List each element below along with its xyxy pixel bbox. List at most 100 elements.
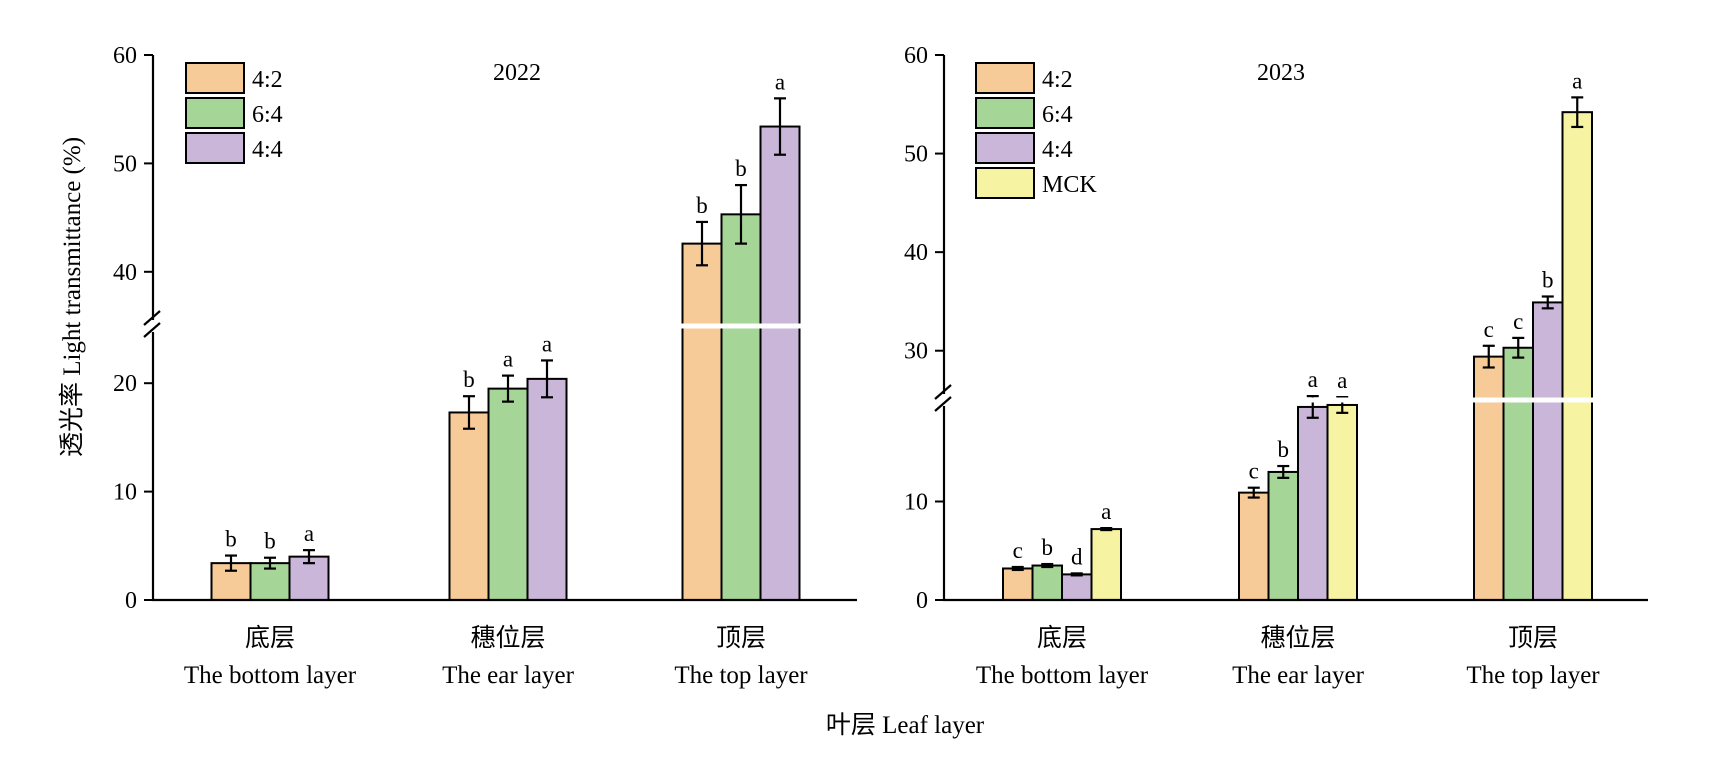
y-tick-label: 10 bbox=[904, 490, 928, 516]
bar-4-4-1 bbox=[526, 377, 568, 602]
bar-4-2-0 bbox=[1002, 567, 1034, 601]
error-bar bbox=[303, 549, 315, 565]
error-bar bbox=[541, 359, 553, 399]
significance-letter: b bbox=[264, 529, 276, 554]
bar-MCK-2 bbox=[1561, 111, 1593, 602]
bar-6-4-0 bbox=[1031, 564, 1063, 602]
bar-4-2-2 bbox=[1473, 355, 1505, 601]
legend-label: 4:2 bbox=[1042, 67, 1073, 93]
significance-letter: a bbox=[304, 521, 314, 546]
error-bar bbox=[735, 183, 747, 245]
y-tick-label: 50 bbox=[113, 151, 137, 177]
x-axis-label: 叶层 Leaf layer bbox=[826, 712, 985, 739]
panel-title: 2023 bbox=[1257, 60, 1305, 86]
axis-break-mark bbox=[143, 322, 161, 338]
significance-letter: c bbox=[1013, 538, 1023, 563]
axis-break-mark bbox=[934, 396, 952, 412]
error-bar bbox=[1070, 572, 1083, 577]
bar-6-4-1 bbox=[1267, 470, 1299, 602]
y-tick-label: 40 bbox=[113, 260, 137, 286]
error-bar bbox=[1247, 486, 1260, 499]
significance-letter: c bbox=[1249, 459, 1259, 484]
y-tick-label: 60 bbox=[113, 43, 137, 69]
significance-letter: a bbox=[1101, 499, 1111, 524]
y-tick-label: 40 bbox=[904, 240, 928, 266]
significance-letter: b bbox=[1042, 535, 1054, 560]
error-bar bbox=[1482, 344, 1495, 369]
bar-4-4-1 bbox=[1297, 405, 1329, 601]
axis-break-mark bbox=[143, 310, 161, 326]
legend-label: 6:4 bbox=[252, 102, 283, 128]
legend-swatch bbox=[185, 97, 245, 129]
y-tick-label: 0 bbox=[916, 588, 928, 614]
y-axis-label: 透光率 Light transmittance (%) bbox=[58, 137, 86, 457]
legend-label: 4:4 bbox=[1042, 137, 1073, 163]
significance-letter: b bbox=[735, 156, 747, 181]
y-tick-label: 60 bbox=[904, 43, 928, 69]
significance-letter: d bbox=[1071, 544, 1083, 569]
significance-letter: b bbox=[463, 367, 475, 392]
x-category-label-zh: 穗位层 bbox=[470, 624, 545, 652]
x-category-label-en: The bottom layer bbox=[184, 662, 357, 689]
error-bar bbox=[696, 220, 708, 267]
bar-4-2-1 bbox=[1238, 491, 1270, 602]
significance-letter: a bbox=[542, 331, 552, 356]
legend-swatch bbox=[185, 132, 245, 164]
axis-break-mark bbox=[934, 384, 952, 400]
x-category-label-en: The top layer bbox=[1466, 662, 1600, 689]
error-bar bbox=[1512, 336, 1525, 359]
legend-swatch bbox=[975, 97, 1035, 129]
bar-6-4-1 bbox=[487, 387, 529, 601]
error-bar bbox=[502, 374, 514, 403]
x-category-label-zh: 底层 bbox=[1037, 624, 1087, 652]
legend-label: 4:4 bbox=[252, 137, 283, 163]
error-bar bbox=[1011, 565, 1024, 572]
significance-letter: a bbox=[1337, 368, 1347, 393]
bar-4-4-2 bbox=[759, 125, 801, 601]
legend-swatch bbox=[975, 132, 1035, 164]
significance-letter: b bbox=[696, 193, 708, 218]
y-tick-label: 50 bbox=[904, 142, 928, 168]
bar-4-2-2 bbox=[681, 242, 723, 601]
y-tick-label: 10 bbox=[113, 480, 137, 506]
legend-swatch bbox=[185, 62, 245, 94]
significance-letter: a bbox=[503, 347, 513, 372]
y-tick-label: 0 bbox=[125, 588, 137, 614]
error-bar bbox=[463, 395, 475, 430]
x-category-label-en: The top layer bbox=[674, 662, 808, 689]
error-bar bbox=[1041, 562, 1054, 569]
significance-letter: c bbox=[1484, 317, 1494, 342]
x-category-label-zh: 穗位层 bbox=[1260, 624, 1335, 652]
bar-6-4-2 bbox=[1502, 346, 1534, 601]
significance-letter: c bbox=[1513, 309, 1523, 334]
bar-4-4-0 bbox=[1061, 573, 1093, 602]
axis-break-band bbox=[155, 323, 857, 329]
error-bar bbox=[1100, 526, 1113, 532]
significance-letter: a bbox=[1572, 68, 1582, 93]
x-category-label-en: The ear layer bbox=[442, 662, 575, 689]
bar-4-2-1 bbox=[448, 411, 490, 601]
x-category-label-zh: 底层 bbox=[245, 624, 295, 652]
bar-6-4-2 bbox=[720, 213, 762, 602]
x-category-label-en: The ear layer bbox=[1232, 662, 1365, 689]
panel-title: 2022 bbox=[493, 60, 541, 86]
chart-panel-2022: b b b b a b a a a 0 10 20 40 50 60 底层 The bottom layer 穗位… bbox=[113, 43, 857, 689]
y-tick-label: 30 bbox=[904, 339, 928, 365]
error-bar bbox=[1571, 96, 1584, 129]
error-bar bbox=[1277, 464, 1290, 479]
x-category-label-zh: 顶层 bbox=[716, 625, 766, 652]
error-bar bbox=[1541, 295, 1554, 310]
legend-label: 6:4 bbox=[1042, 102, 1073, 128]
significance-letter: b bbox=[1278, 437, 1290, 462]
significance-letter: a bbox=[1308, 367, 1318, 392]
bar-4-4-2 bbox=[1532, 301, 1564, 601]
axis-break-band bbox=[946, 397, 1648, 403]
bar-MCK-0 bbox=[1090, 528, 1122, 602]
error-bar bbox=[225, 554, 237, 572]
significance-letter: b bbox=[1542, 268, 1554, 293]
significance-letter: b bbox=[225, 527, 237, 552]
bar-MCK-1 bbox=[1326, 403, 1358, 601]
x-category-label-en: The bottom layer bbox=[976, 662, 1149, 689]
